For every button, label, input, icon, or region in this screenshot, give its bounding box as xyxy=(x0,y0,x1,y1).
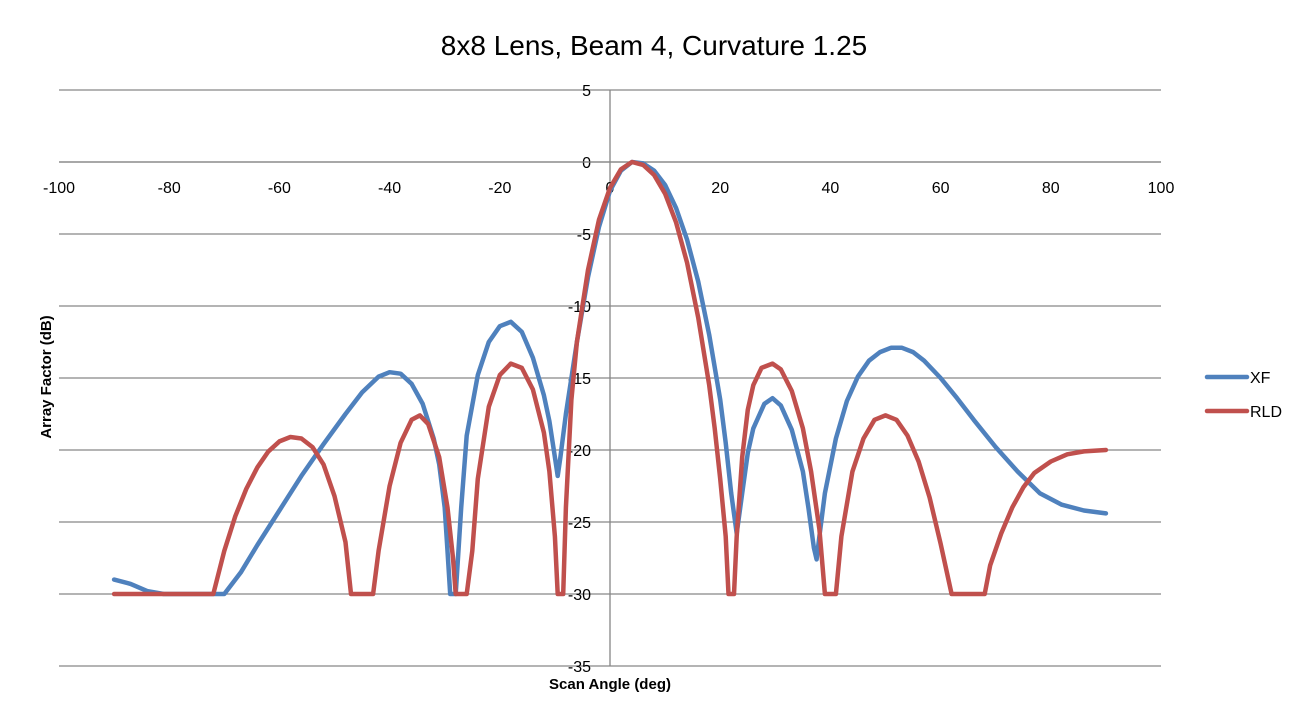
legend: XF RLD xyxy=(1204,370,1282,421)
x-tick-label: -60 xyxy=(268,180,291,197)
x-tick-label: 40 xyxy=(822,180,840,197)
x-tick-label: -20 xyxy=(488,180,511,197)
x-tick-label: 20 xyxy=(711,180,729,197)
x-tick-label: -80 xyxy=(158,180,181,197)
plot-area xyxy=(111,159,1109,597)
chart-title: 8x8 Lens, Beam 4, Curvature 1.25 xyxy=(441,30,867,61)
series-line-rld xyxy=(111,159,1109,597)
y-tick-label: -30 xyxy=(568,587,591,604)
x-axis-label: Scan Angle (deg) xyxy=(549,676,671,693)
x-tick-label: 60 xyxy=(932,180,950,197)
legend-label-xf: XF xyxy=(1250,370,1271,387)
y-tick-label: -25 xyxy=(568,515,591,532)
x-tick-label: 80 xyxy=(1042,180,1060,197)
x-axis: -100 -80 -60 -40 -20 0 20 40 60 80 100 xyxy=(43,161,1175,197)
y-axis-label: Array Factor (dB) xyxy=(38,315,55,438)
x-tick-label: -100 xyxy=(43,180,75,197)
legend-label-rld: RLD xyxy=(1250,404,1282,421)
y-tick-label: 0 xyxy=(582,155,591,172)
y-tick-label: -35 xyxy=(568,659,591,676)
x-tick-label: -40 xyxy=(378,180,401,197)
y-axis: 50-5-10-15-20-25-30-35 xyxy=(568,83,611,676)
x-tick-label: 100 xyxy=(1148,180,1175,197)
y-tick-label: 5 xyxy=(582,83,591,100)
y-tick-label: -5 xyxy=(577,227,591,244)
y-tick-label: -20 xyxy=(568,443,591,460)
